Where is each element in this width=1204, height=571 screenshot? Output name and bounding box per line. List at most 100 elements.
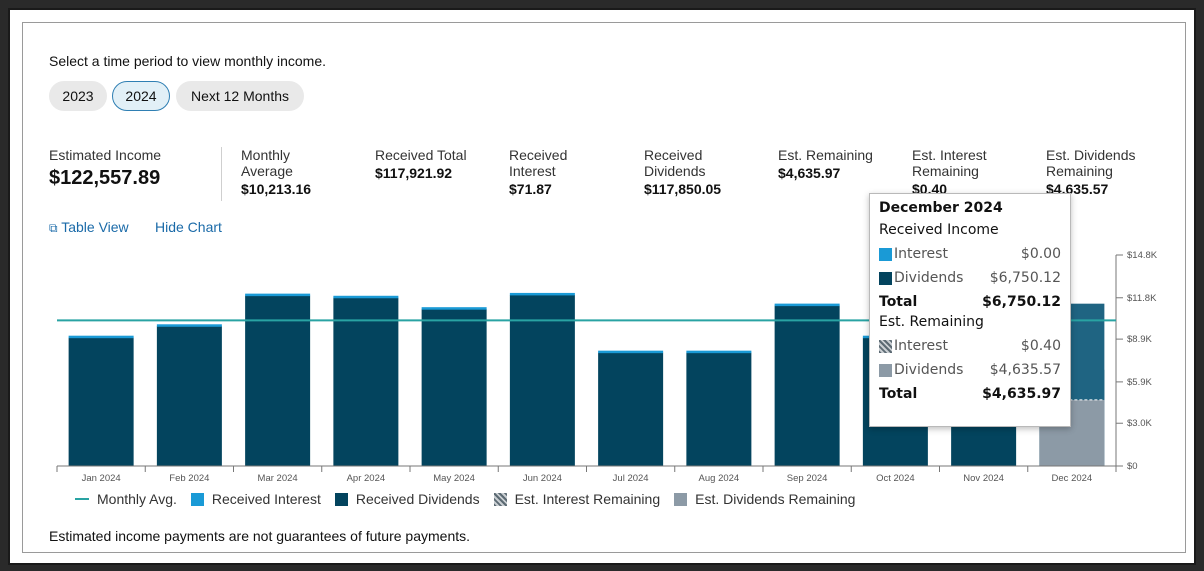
y-tick-label: $11.8K [1127, 293, 1157, 304]
bar-received-dividends [156, 326, 222, 466]
stat-estimated-income: Estimated Income $122,557.89 [49, 147, 161, 190]
stat-monthly-average: Monthly Average $10,213.16 [241, 147, 331, 197]
legend-label: Received Interest [211, 491, 321, 507]
bar-received-dividends [509, 294, 575, 466]
tooltip-row-value: $6,750.12 [989, 270, 1061, 286]
stat-label: Est. Dividends Remaining [1046, 147, 1136, 179]
x-tick-label: Jun 2024 [523, 473, 562, 484]
tooltip-total-value: $4,635.97 [982, 386, 1061, 402]
stat-label: Est. Remaining [778, 147, 873, 163]
tooltip-row-value: $4,635.57 [989, 362, 1061, 378]
x-tick-label: Dec 2024 [1052, 473, 1093, 484]
bar-received-interest [68, 335, 134, 339]
bar-received-interest [421, 307, 487, 310]
footnote: Estimated income payments are not guaran… [49, 528, 471, 544]
time-period-prompt: Select a time period to view monthly inc… [49, 53, 327, 69]
legend-est-interest-remaining[interactable]: Est. Interest Remaining [493, 491, 661, 507]
tooltip-row: Interest $0.40 [879, 334, 1061, 358]
stat-label: Est. Interest Remaining [912, 147, 987, 179]
bar-received-interest [156, 324, 222, 327]
tooltip-row-value: $0.00 [1020, 246, 1061, 262]
stat-value: $71.87 [509, 181, 552, 197]
bar-received-dividends [421, 309, 487, 466]
tooltip-row: Dividends $6,750.12 [879, 266, 1061, 290]
bar-received-interest [509, 292, 575, 296]
legend-label: Est. Interest Remaining [514, 491, 661, 507]
tooltip-row-value: $0.40 [1020, 338, 1061, 354]
tooltip-total-label: Total [879, 386, 918, 402]
x-tick-label: Oct 2024 [876, 473, 915, 484]
bar-received-dividends [774, 305, 840, 466]
x-tick-label: Jan 2024 [82, 473, 121, 484]
tooltip-row: Dividends $4,635.57 [879, 358, 1061, 382]
bar-received-dividends [686, 352, 752, 466]
hide-chart-label: Hide Chart [155, 219, 222, 235]
x-tick-label: Sep 2024 [787, 473, 828, 484]
bar-received-interest [598, 350, 664, 354]
stat-received-interest: Received Interest $71.87 [509, 147, 589, 197]
chart-legend: Monthly Avg. Received Interest Received … [75, 491, 869, 507]
legend-est-dividends-remaining[interactable]: Est. Dividends Remaining [674, 491, 855, 507]
stat-value: $117,850.05 [644, 181, 722, 197]
y-tick-label: $0 [1127, 461, 1138, 472]
tooltip-received-heading: Received Income [879, 222, 999, 238]
stat-label: Received Dividends [644, 147, 706, 179]
y-tick-label: $3.0K [1127, 418, 1152, 429]
y-tick-label: $5.9K [1127, 377, 1152, 388]
table-view-label: Table View [61, 219, 129, 235]
legend-received-interest[interactable]: Received Interest [190, 491, 321, 507]
window-frame: Select a time period to view monthly inc… [8, 8, 1196, 565]
income-card: Select a time period to view monthly inc… [22, 22, 1186, 553]
x-tick-label: May 2024 [433, 473, 475, 484]
stat-value: $117,921.92 [375, 165, 453, 181]
tooltip-received-total: Total $6,750.12 [879, 290, 1061, 314]
stat-value: $4,635.97 [778, 165, 841, 181]
divider [221, 147, 222, 201]
tooltip-row-name: Dividends [894, 270, 964, 286]
tooltip-row-name: Interest [894, 246, 948, 262]
stat-label: Monthly Average [241, 147, 293, 179]
tooltip-row: Interest $0.00 [879, 242, 1061, 266]
legend-label: Monthly Avg. [97, 491, 177, 507]
stat-est-remaining: Est. Remaining $4,635.97 [778, 147, 873, 181]
stat-value: $122,557.89 [49, 167, 161, 189]
bar-received-dividends [333, 297, 399, 466]
bar-received-interest [774, 303, 840, 307]
stat-received-dividends: Received Dividends $117,850.05 [644, 147, 734, 197]
period-next-12-months-button[interactable]: Next 12 Months [176, 81, 304, 111]
y-tick-label: $8.9K [1127, 334, 1152, 345]
stat-received-total: Received Total $117,921.92 [375, 147, 467, 181]
period-2023-button[interactable]: 2023 [49, 81, 107, 111]
x-tick-label: Feb 2024 [169, 473, 209, 484]
tooltip-remaining-heading: Est. Remaining [879, 314, 984, 330]
legend-received-dividends[interactable]: Received Dividends [334, 491, 480, 507]
period-2024-button[interactable]: 2024 [112, 81, 170, 111]
table-view-link[interactable]: ⧉ Table View [49, 219, 129, 236]
chart-tooltip: December 2024 Received Income Interest $… [869, 193, 1071, 427]
x-tick-label: Nov 2024 [963, 473, 1004, 484]
bar-received-dividends [245, 295, 311, 466]
x-tick-label: Mar 2024 [258, 473, 298, 484]
x-tick-label: Jul 2024 [613, 473, 649, 484]
tooltip-row-name: Interest [894, 338, 948, 354]
tooltip-title: December 2024 [879, 200, 1003, 216]
bar-received-interest [333, 295, 399, 299]
legend-label: Received Dividends [355, 491, 480, 507]
bar-received-interest [245, 293, 311, 297]
stat-label: Received Total [375, 147, 467, 163]
stat-value: $10,213.16 [241, 181, 312, 197]
table-view-icon: ⧉ [49, 221, 58, 235]
x-tick-label: Aug 2024 [699, 473, 740, 484]
tooltip-total-label: Total [879, 294, 918, 310]
bar-received-interest [686, 350, 752, 354]
bar-received-dividends [598, 352, 664, 466]
tooltip-remaining-total: Total $4,635.97 [879, 382, 1061, 406]
legend-label: Est. Dividends Remaining [695, 491, 856, 507]
bar-received-dividends [68, 337, 134, 466]
tooltip-total-value: $6,750.12 [982, 294, 1061, 310]
tooltip-row-name: Dividends [894, 362, 964, 378]
x-tick-label: Apr 2024 [347, 473, 386, 484]
hide-chart-link[interactable]: Hide Chart [155, 219, 222, 235]
y-tick-label: $14.8K [1127, 250, 1158, 261]
legend-monthly-avg[interactable]: Monthly Avg. [75, 491, 177, 507]
